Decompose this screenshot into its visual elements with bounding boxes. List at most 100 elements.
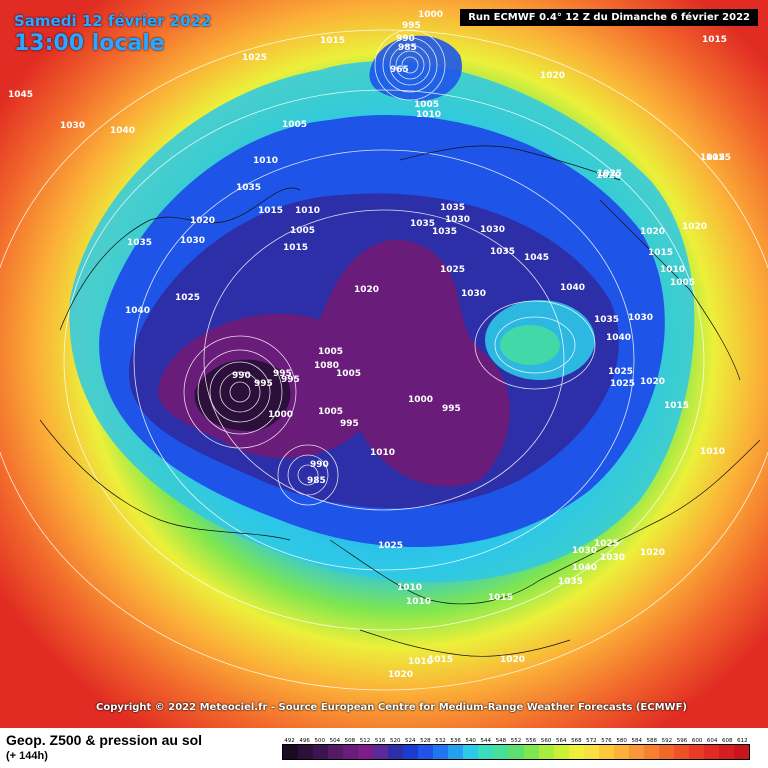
- pressure-label: 1010: [660, 265, 685, 275]
- pressure-label: 1005: [670, 278, 695, 288]
- pressure-label: 1000: [418, 10, 443, 20]
- pressure-labels: 1000995990985965100510101015102010251030…: [8, 10, 731, 680]
- scale-label: 492: [284, 738, 295, 744]
- pressure-label: 1040: [572, 563, 597, 573]
- pressure-label: 1025: [608, 367, 633, 377]
- pressure-label: 1025: [378, 541, 403, 551]
- scale-label: 580: [616, 738, 627, 744]
- run-info: Run ECMWF 0.4° 12 Z du Dimanche 6 févrie…: [460, 9, 758, 26]
- valid-time: 13:00 locale: [14, 31, 165, 56]
- scale-label: 568: [571, 738, 582, 744]
- pressure-label: 990: [232, 371, 251, 381]
- pressure-label: 1035: [490, 247, 515, 257]
- pressure-label: 965: [390, 65, 409, 75]
- pressure-label: 1010: [253, 156, 278, 166]
- pressure-label: 1005: [318, 347, 343, 357]
- pressure-label: 1015: [488, 593, 513, 603]
- scale-swatch: [283, 745, 299, 759]
- pressure-label: 1035: [127, 238, 152, 248]
- pressure-label: 1005: [282, 120, 307, 130]
- pressure-label: 990: [396, 34, 415, 44]
- scale-bar: [282, 744, 750, 760]
- pressure-label: 1015: [258, 206, 283, 216]
- scale-swatch: [538, 745, 554, 759]
- pressure-label: 1040: [125, 306, 150, 316]
- scale-label: 560: [540, 738, 552, 744]
- scale-label: 600: [691, 738, 703, 744]
- scale-label: 536: [450, 738, 461, 744]
- pressure-label: 1000: [408, 395, 433, 405]
- pressure-label: 995: [281, 375, 300, 385]
- scale-swatch: [433, 745, 449, 759]
- scale-label: 564: [555, 738, 567, 744]
- pressure-label: 1035: [236, 183, 261, 193]
- scale-swatch: [598, 745, 614, 759]
- footer: Geop. Z500 & pression au sol (+ 144h) 49…: [0, 728, 768, 768]
- pressure-label: 1030: [600, 553, 625, 563]
- forecast-step: (+ 144h): [6, 750, 48, 762]
- pressure-label: 990: [310, 460, 329, 470]
- scale-label: 532: [435, 738, 446, 744]
- scale-swatch: [553, 745, 569, 759]
- scale-label: 528: [420, 738, 431, 744]
- scale-label: 512: [359, 738, 371, 744]
- pressure-label: 985: [398, 43, 417, 53]
- scale-label: 552: [510, 738, 522, 744]
- pressure-label: 1020: [190, 216, 215, 226]
- scale-label: 504: [329, 738, 341, 744]
- pressure-label: 1020: [682, 222, 707, 232]
- scale-label: 588: [646, 738, 658, 744]
- scale-labels: 492 496 500 504 508 512 516 520 524 528 532 536 540 5…: [282, 738, 750, 744]
- scale-swatch: [658, 745, 674, 759]
- pressure-label: 1005: [290, 226, 315, 236]
- scale-swatch: [403, 745, 419, 759]
- product-title: Geop. Z500 & pression au sol: [6, 732, 203, 748]
- pressure-label: 1020: [354, 285, 379, 295]
- pressure-label: 1015: [283, 243, 308, 253]
- pressure-label: 1010: [700, 447, 725, 457]
- pressure-label: 1035: [432, 227, 457, 237]
- scale-swatch: [718, 745, 734, 759]
- scale-label: 556: [525, 738, 537, 744]
- pressure-label: 1035: [558, 577, 583, 587]
- scale-swatch: [298, 745, 314, 759]
- pressure-label: 1015: [648, 248, 673, 258]
- pressure-label: 1020: [500, 655, 525, 665]
- pressure-label: 1030: [60, 121, 85, 131]
- pressure-label: 1080: [314, 361, 339, 371]
- pressure-label: 1025: [706, 153, 731, 163]
- pressure-label: 1030: [461, 289, 486, 299]
- scale-swatch: [448, 745, 464, 759]
- scale-swatch: [328, 745, 344, 759]
- pressure-label: 1020: [596, 171, 621, 181]
- pressure-label: 1040: [560, 283, 585, 293]
- scale-swatch: [463, 745, 479, 759]
- pressure-label: 1035: [594, 315, 619, 325]
- pressure-label: 1015: [320, 36, 345, 46]
- pressure-label: 1010: [370, 448, 395, 458]
- scale-label: 540: [465, 738, 476, 744]
- scale-swatch: [673, 745, 689, 759]
- scale-label: 604: [706, 738, 718, 744]
- scale-swatch: [628, 745, 644, 759]
- copyright-text: Copyright © 2022 Meteociel.fr - Source E…: [96, 702, 687, 713]
- pressure-label: 1040: [606, 333, 631, 343]
- pressure-label: 1030: [572, 546, 597, 556]
- pressure-label: 1025: [175, 293, 200, 303]
- scale-label: 592: [661, 738, 673, 744]
- pressure-label: 1005: [318, 407, 343, 417]
- pressure-label: 1025: [440, 265, 465, 275]
- pressure-label: 1000: [268, 410, 293, 420]
- scale-label: 596: [676, 738, 688, 744]
- pressure-label: 1035: [440, 203, 465, 213]
- isobars: [0, 29, 768, 691]
- scale-label: 508: [344, 738, 356, 744]
- pressure-label: 995: [340, 419, 359, 429]
- pressure-label: 1025: [594, 539, 619, 549]
- pressure-label: 1020: [640, 227, 665, 237]
- scale-swatch: [418, 745, 434, 759]
- pressure-label: 1005: [336, 369, 361, 379]
- scale-label: 520: [389, 738, 401, 744]
- color-scale: 492 496 500 504 508 512 516 520 524 528 532 536 540 5…: [282, 738, 750, 760]
